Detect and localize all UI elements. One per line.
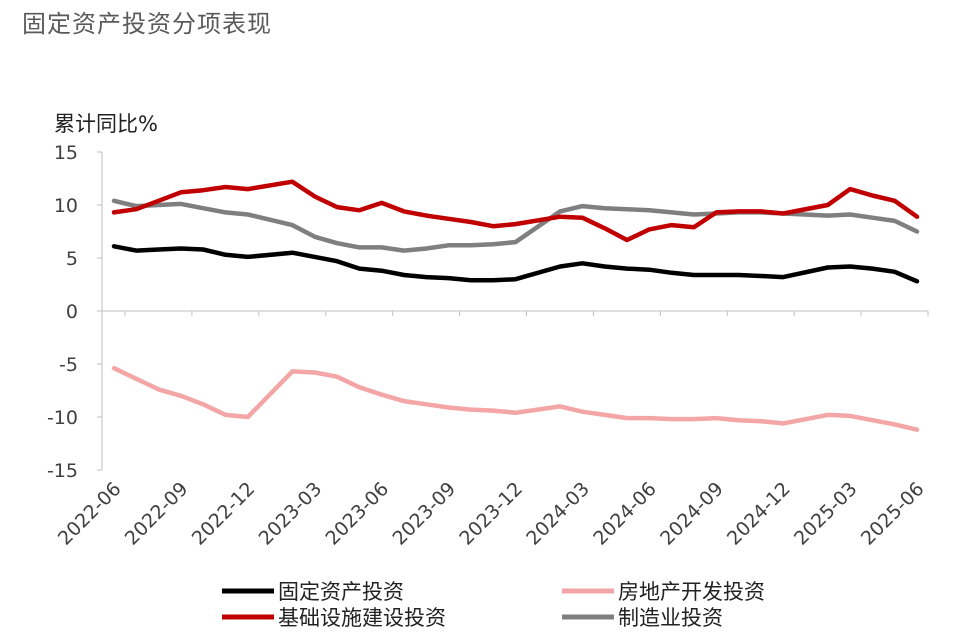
legend-label-1: 房地产开发投资	[618, 580, 765, 604]
x-tick-label: 2023-12	[455, 478, 527, 550]
series-lines	[111, 179, 920, 432]
x-tick-label: 2025-03	[790, 478, 862, 550]
series-line-1	[111, 365, 920, 432]
x-tick-label: 2023-03	[255, 478, 327, 550]
x-tick-label: 2024-12	[723, 478, 795, 550]
x-tick-label: 2025-06	[857, 478, 929, 550]
y-tick-label: 10	[54, 195, 78, 217]
y-tick-label: 0	[66, 301, 78, 323]
x-tick-label: 2023-06	[322, 478, 394, 550]
x-tick-label: 2024-03	[522, 478, 594, 550]
legend-label-0: 固定资产投资	[278, 580, 404, 604]
x-tick-label: 2024-06	[589, 478, 661, 550]
page-title: 固定资产投资分项表现	[22, 10, 272, 38]
y-tick-label: -15	[47, 460, 78, 482]
series-line-2	[111, 179, 920, 243]
x-tick-label: 2022-09	[121, 478, 193, 550]
y-axis-title: 累计同比%	[54, 112, 158, 136]
x-tick-label: 2022-06	[54, 478, 126, 550]
y-tick-label: 5	[66, 248, 78, 270]
y-tick-label: -10	[47, 407, 78, 429]
x-tick-label: 2022-12	[188, 478, 260, 550]
legend-label-3: 制造业投资	[618, 606, 723, 630]
series-line-0	[111, 244, 920, 284]
x-tick-label: 2024-09	[656, 478, 728, 550]
x-tick-label: 2023-09	[388, 478, 460, 550]
legend-label-2: 基础设施建设投资	[278, 606, 446, 630]
y-tick-label: -5	[59, 354, 78, 376]
y-tick-label: 15	[54, 142, 78, 164]
